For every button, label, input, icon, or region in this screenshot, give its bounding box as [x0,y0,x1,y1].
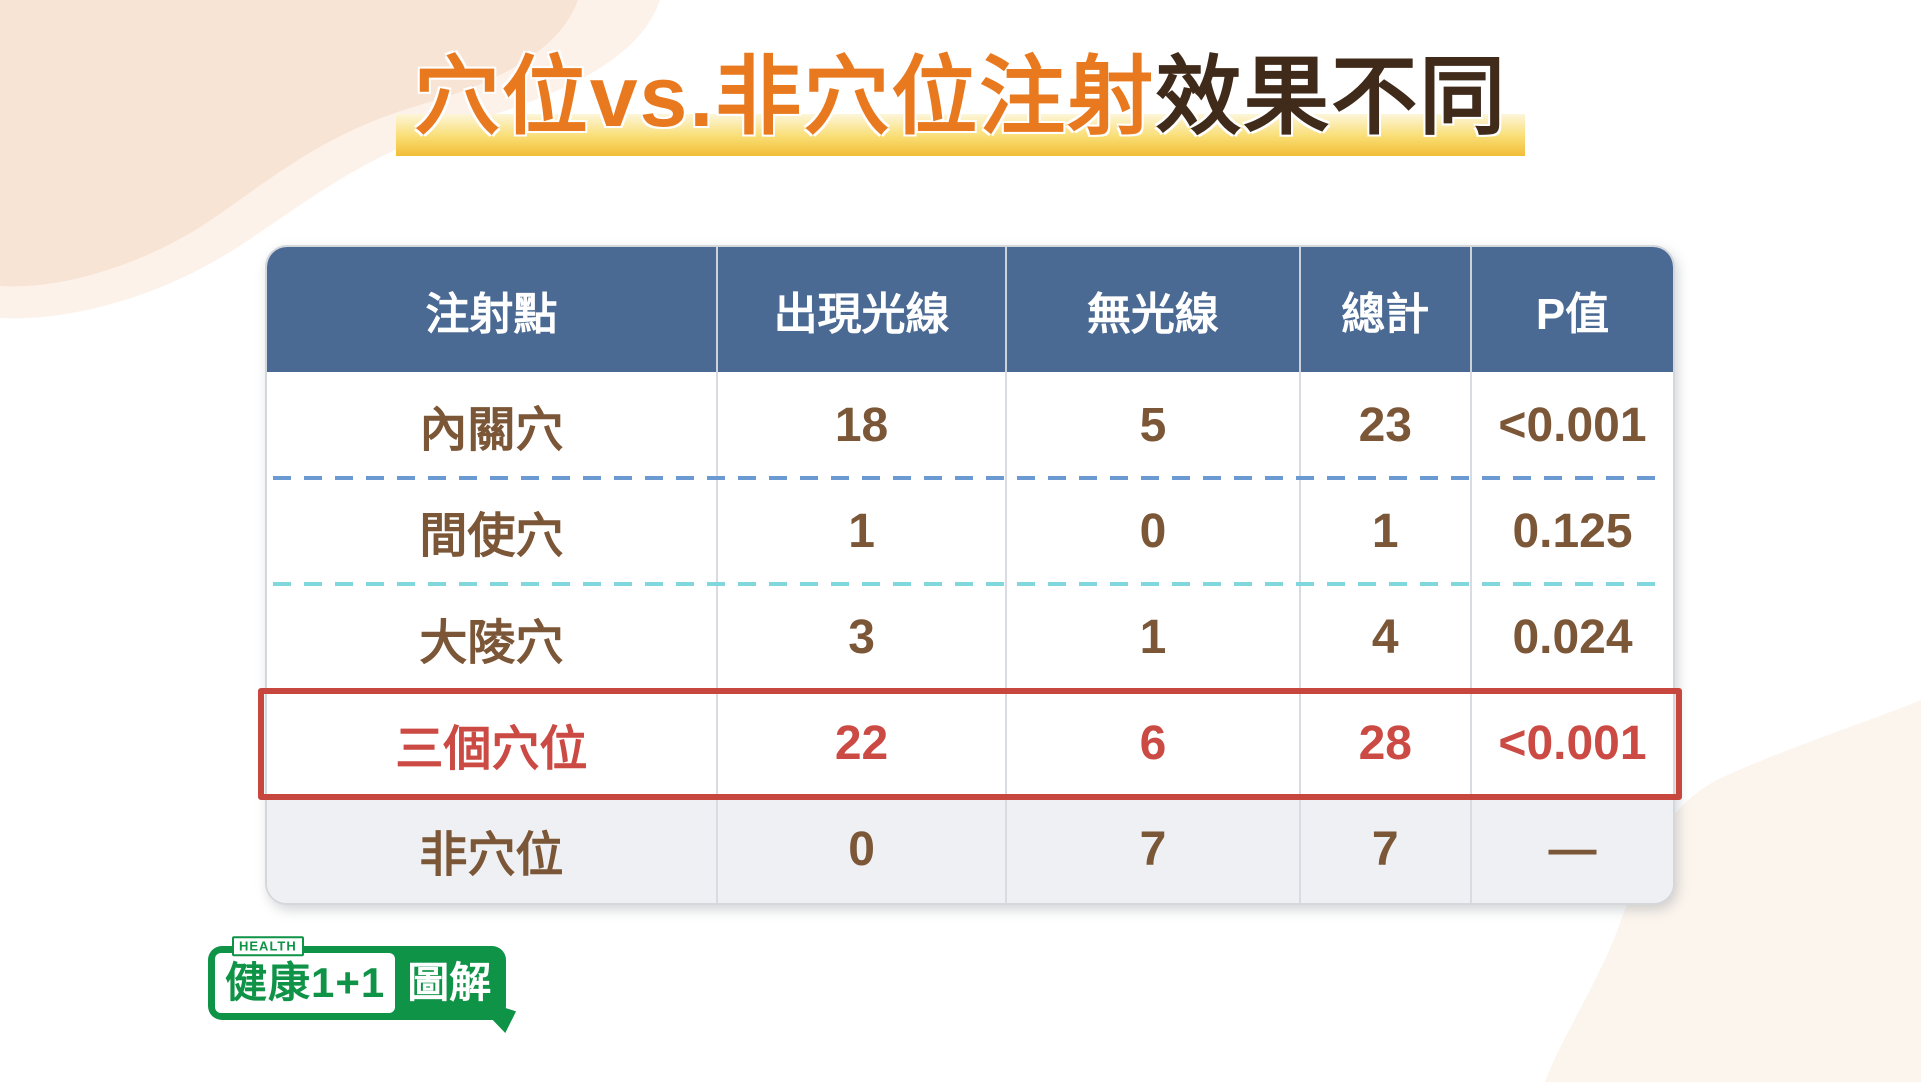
row-label-cell: 非穴位 [267,796,718,904]
value-cell: 5 [1007,372,1301,479]
logo-health-label: HEALTH [232,936,304,957]
row-label-cell: 間使穴 [267,478,718,585]
row-divider-dash-blue [273,476,1667,481]
value-cell: <0.001 [1498,717,1647,771]
value-cell: 23 [1301,372,1473,479]
value-cell: 0 [718,796,1008,904]
row-label-cell: 三個穴位 [267,690,718,797]
table-row-3: 三個穴位 22 6 28 <0.001 [258,687,1682,801]
table-body: 內關穴 18 5 23 <0.001 間使穴 1 0 1 0.125 大陵穴 3 1 4 0.024 三個穴位… [258,372,1682,904]
results-table: 注射點 出現光線 無光線 總計 P值 內關穴 18 5 23 <0.001 間使穴 1 0 1 0.125… [258,245,1682,905]
table-row-4: 非穴位 0 7 7— [267,796,1673,904]
row-label-cell: 大陵穴 [267,584,718,691]
title-wrap: 穴位vs.非穴位注射效果不同 [395,42,1526,156]
column-header-4: P值 [1535,289,1610,339]
page-title: 穴位vs.非穴位注射效果不同 [0,42,1921,156]
value-cell: — [1548,823,1597,877]
column-header-1: 出現光線 [718,247,1008,372]
value-cell: 22 [718,690,1008,797]
row-divider-dash-cyan [273,582,1667,587]
health-1plus1-logo: HEALTH 健康1+1 圖解 [208,936,506,1020]
value-cell: 4 [1301,584,1473,691]
value-cell: 3 [718,584,1008,691]
value-cell: 0.024 [1512,611,1633,664]
column-header-3: 總計 [1301,247,1473,372]
row-label-cell: 內關穴 [267,372,718,479]
table-header-row: 注射點 出現光線 無光線 總計 P值 [267,247,1673,372]
value-cell: <0.001 [1498,398,1647,452]
column-header-2: 無光線 [1007,247,1301,372]
table-row-1: 間使穴 1 0 1 0.125 [267,478,1673,585]
table-row-2: 大陵穴 3 1 4 0.024 [267,584,1673,691]
value-cell: 1 [718,478,1008,585]
value-cell: 28 [1301,690,1473,797]
table-row-0: 內關穴 18 5 23 <0.001 [267,372,1673,479]
value-cell: 7 [1007,796,1301,904]
logo-tag-text: 圖解 [407,959,492,1006]
value-cell: 1 [1301,478,1473,585]
value-cell: 6 [1007,690,1301,797]
value-cell: 0.125 [1512,504,1633,558]
title-highlighted-text: 穴位vs.非穴位注射 [413,49,1156,145]
title-plain-text: 效果不同 [1155,49,1508,145]
value-cell: 7 [1301,796,1473,904]
logo-brand-text: 健康1+1 [215,953,396,1013]
value-cell: 1 [1007,584,1301,691]
value-cell: 0 [1007,478,1301,585]
column-header-0: 注射點 [267,247,718,372]
value-cell: 18 [718,372,1008,479]
